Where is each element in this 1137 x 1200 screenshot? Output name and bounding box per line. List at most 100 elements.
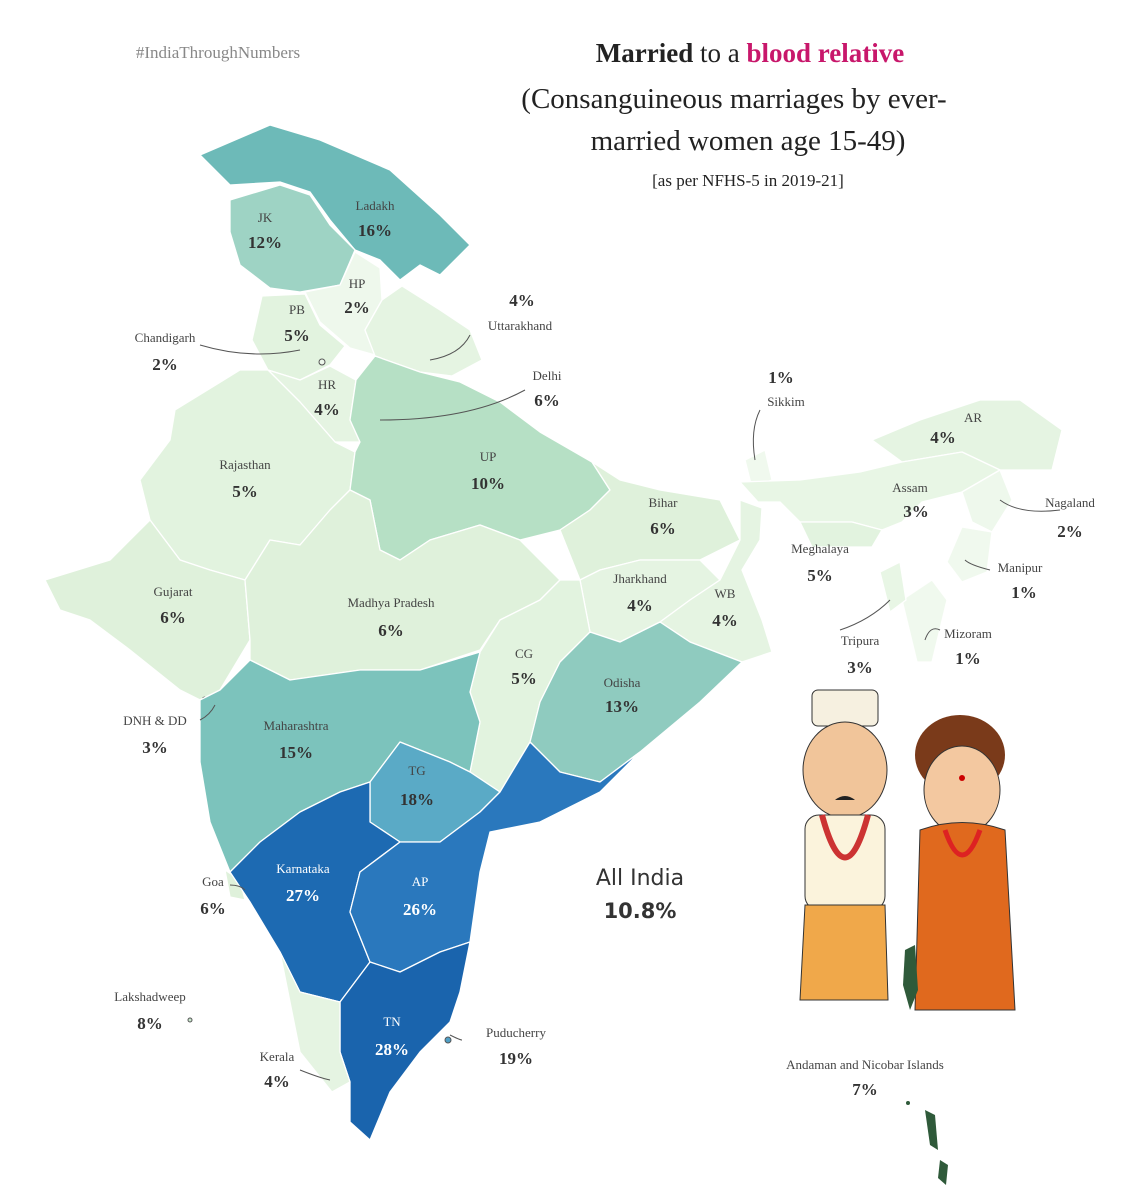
region-name: Delhi [533,368,562,383]
map [44,124,1063,1141]
region-name: Manipur [998,560,1043,575]
callout [964,559,991,571]
callout [379,389,526,421]
region-name: PB [289,302,305,317]
region-name: TG [408,763,425,778]
region-value: 5% [807,566,833,585]
region-name: TN [383,1014,401,1029]
region-name: UP [480,449,497,464]
region-name: WB [715,586,736,601]
region-name: Andaman and Nicobar Islands [786,1057,944,1072]
region-value: 5% [511,669,537,688]
region-name: Mizoram [944,626,992,641]
region-name: Odisha [604,675,641,690]
region [799,521,883,548]
region-dot [187,1017,193,1023]
callout [199,344,301,355]
region-name: Rajasthan [219,457,271,472]
subtitle-line: (Consanguineous marriages by ever- [521,83,946,115]
region [739,451,1001,531]
region-value: 19% [499,1049,533,1068]
region-value: 3% [847,658,873,677]
region-value: 15% [279,743,313,762]
all-india-name: All India [596,866,684,891]
region-name: Madhya Pradesh [347,595,435,610]
callout [839,599,891,631]
region-name: CG [515,646,533,661]
couple-illustration [799,689,1016,1011]
region-value: 2% [344,298,370,317]
title-mid: to a [700,38,740,68]
region-name: Tripura [841,633,880,648]
region-name: Ladakh [356,198,395,213]
region-value: 27% [286,886,320,905]
region [199,124,471,281]
region-value: 4% [930,428,956,447]
region-value: 2% [152,355,178,374]
region [961,469,1013,533]
region-value: 4% [712,611,738,630]
region-name: Nagaland [1045,495,1095,510]
region-value: 4% [509,291,535,310]
region-value: 1% [1011,583,1037,602]
callout [999,499,1061,512]
callout [449,1034,463,1041]
region [879,561,907,613]
region-name: DNH & DD [123,713,187,728]
region-name: Assam [892,480,927,495]
region-value: 16% [358,221,392,240]
labels: Ladakh 16% JK 12% HP 2% PB 5% Chandigarh 2% Uttara… [114,198,1095,1099]
region [901,579,948,663]
callout [924,628,941,641]
andaman-islands-shape [903,945,948,1185]
region-value: 13% [605,697,639,716]
region-value: 4% [264,1072,290,1091]
region [279,951,351,1093]
region-name: Jharkhand [613,571,667,586]
subtitle-line: married women age 15-49) [591,125,906,157]
region-value: 5% [232,482,258,501]
callout [229,884,246,891]
region-name: HR [318,377,336,392]
region-dot [444,1036,452,1044]
region-name: Lakshadweep [114,989,185,1004]
region-value: 1% [768,368,794,387]
region-value: 5% [284,326,310,345]
region-value: 18% [400,790,434,809]
region-name: Sikkim [767,394,805,409]
region-name: Puducherry [486,1025,546,1040]
region-name: Gujarat [154,584,193,599]
region-name: HP [349,276,366,291]
region-value: 7% [852,1080,878,1099]
callout [299,1069,331,1081]
region-value: 6% [160,608,186,627]
region-value: 6% [378,621,404,640]
region-value: 26% [403,900,437,919]
region-value: 1% [955,649,981,668]
region-dot [318,358,326,366]
callout [199,704,216,721]
title: Married to a blood relative [596,38,904,68]
region-name: Kerala [260,1049,295,1064]
region-name: Chandigarh [135,330,196,345]
region [339,941,471,1141]
source: [as per NFHS-5 in 2019-21] [652,171,844,190]
region-value: 12% [248,233,282,252]
callouts [199,334,1061,1081]
hashtag: #IndiaThroughNumbers [136,43,300,62]
region-value: 4% [627,596,653,615]
region-name: Maharashtra [264,718,329,733]
region [251,293,346,381]
region-value: 6% [650,519,676,538]
title-accent: blood relative [746,38,904,68]
region-name: Bihar [649,495,679,510]
region-value: 10% [471,474,505,493]
all-india-value: 10.8% [604,899,677,923]
region [44,519,251,701]
callout [752,409,761,461]
region-value: 6% [200,899,226,918]
region-name: AP [412,874,429,889]
region-value: 4% [314,400,340,419]
region-name: JK [258,210,273,225]
